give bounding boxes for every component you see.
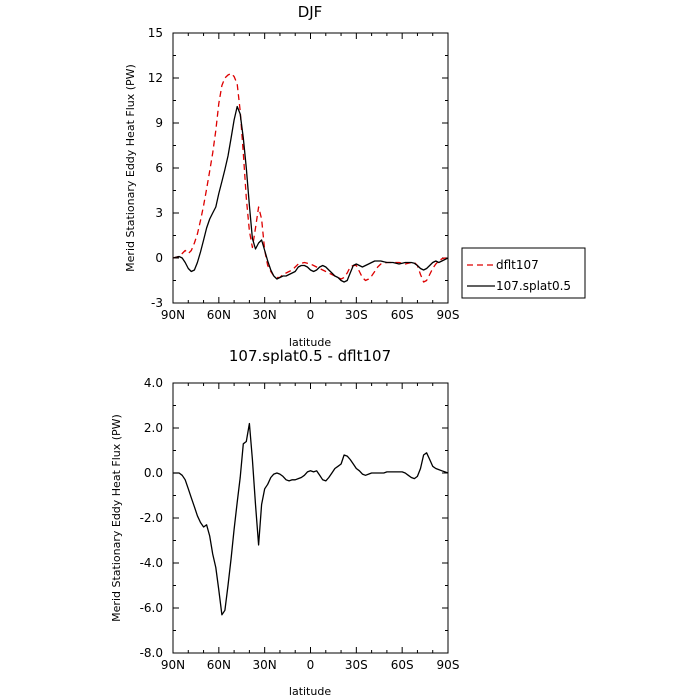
bottom-y-tick-label: 4.0: [144, 376, 163, 390]
bottom-x-tick-label: 60N: [207, 658, 231, 672]
bottom-series-line-difference: [173, 422, 449, 616]
legend-label-dflt107: dflt107: [496, 258, 539, 272]
top-y-tick-label: 3: [155, 206, 163, 220]
legend: dflt107 107.splat0.5: [461, 247, 586, 299]
legend-label-107-splat0-5: 107.splat0.5: [496, 279, 571, 293]
top-y-tick-label: 6: [155, 161, 163, 175]
top-x-tick-label: 60N: [207, 308, 231, 322]
bottom-y-axis-label: Merid Stationary Eddy Heat Flux (PW): [110, 414, 123, 622]
bottom-x-tick-label: 0: [307, 658, 315, 672]
top-series-line-dflt107: [172, 72, 448, 283]
bottom-plot-frame: [172, 382, 449, 654]
top-chart-title: DJF: [298, 3, 323, 21]
bottom-y-tick-label: -4.0: [140, 556, 163, 570]
bottom-x-tick-label: 60S: [391, 658, 414, 672]
legend-box: [461, 247, 586, 299]
top-series-group: [172, 72, 449, 283]
bottom-y-tick-label: 2.0: [144, 421, 163, 435]
top-x-tick-label: 60S: [391, 308, 414, 322]
top-y-tick-label: 12: [148, 71, 163, 85]
top-x-tick-label: 90N: [161, 308, 185, 322]
bottom-chart-title: 107.splat0.5 - dflt107: [229, 347, 391, 365]
top-x-axis-label: latitude: [289, 336, 331, 349]
top-x-tick-label: 90S: [437, 308, 460, 322]
bottom-x-axis-label: latitude: [289, 685, 331, 698]
bottom-x-tick-label: 30N: [253, 658, 277, 672]
top-series-line-107-splat0-5: [172, 105, 449, 283]
bottom-x-tick-label: 90S: [437, 658, 460, 672]
top-panel: DJF 90N 60N 30N 0 30S 60S 90S -3 0 3 6 9 12 15 latitu…: [124, 3, 586, 349]
top-x-tick-label: 30S: [345, 308, 368, 322]
bottom-series-group: [173, 422, 449, 616]
bottom-y-tick-label: -2.0: [140, 511, 163, 525]
bottom-panel: 107.splat0.5 - dflt107 90N 60N 30N 0 30S 60S 9…: [110, 347, 459, 698]
top-y-axis-label: Merid Stationary Eddy Heat Flux (PW): [124, 64, 137, 272]
top-y-tick-label: -3: [151, 296, 163, 310]
top-x-tick-label: 30N: [253, 308, 277, 322]
top-x-tick-label: 0: [307, 308, 315, 322]
bottom-x-tick-label: 90N: [161, 658, 185, 672]
bottom-y-tick-label: -6.0: [140, 601, 163, 615]
top-axis-ticks: 90N 60N 30N 0 30S 60S 90S -3 0 3 6 9 12 15: [148, 26, 460, 322]
top-y-tick-label: 0: [155, 251, 163, 265]
bottom-axis-ticks: 90N 60N 30N 0 30S 60S 90S -8.0 -6.0 -4.0 -2.0 0.0 2.…: [140, 376, 460, 672]
top-y-tick-label: 9: [155, 116, 163, 130]
bottom-y-tick-label: 0.0: [144, 466, 163, 480]
bottom-x-tick-label: 30S: [345, 658, 368, 672]
bottom-y-tick-label: -8.0: [140, 646, 163, 660]
top-y-tick-label: 15: [148, 26, 163, 40]
